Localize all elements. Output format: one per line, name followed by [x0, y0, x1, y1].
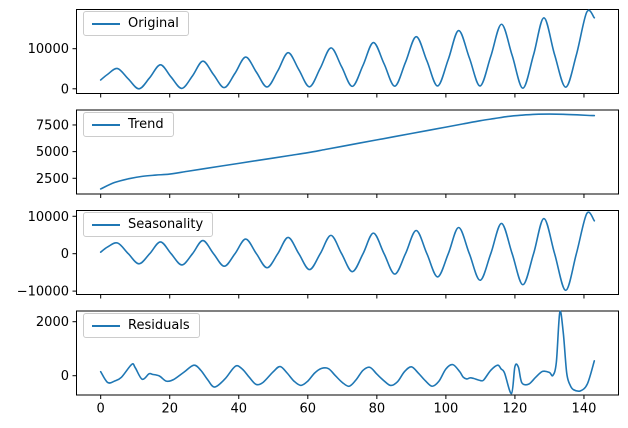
legend-label: Trend	[128, 117, 164, 132]
legend-label: Seasonality	[128, 217, 204, 232]
series-line-residuals	[99, 310, 596, 395]
x-tick-label: 0	[97, 402, 105, 417]
x-tick-label: 100	[433, 402, 458, 417]
x-tick-label: 140	[572, 402, 597, 417]
x-tick-label: 60	[300, 402, 317, 417]
series-line-trend	[99, 113, 596, 190]
x-tick-label: 40	[230, 402, 247, 417]
legend-line-sample	[92, 22, 120, 25]
y-tick-label: −10000	[17, 285, 69, 300]
legend-label: Original	[128, 16, 179, 31]
legend-line-sample	[92, 324, 120, 327]
series-line-seasonality	[99, 211, 596, 292]
y-tick-label: 0	[61, 369, 69, 384]
y-tick-label: 2500	[36, 172, 69, 187]
legend-seasonality: Seasonality	[83, 212, 214, 237]
legend-line-sample	[92, 223, 120, 226]
legend-trend: Trend	[83, 112, 174, 137]
legend-residuals: Residuals	[83, 313, 200, 338]
x-tick-label: 120	[503, 402, 528, 417]
axes-spines	[76, 109, 619, 195]
legend-original: Original	[83, 11, 189, 36]
y-tick-label: 7500	[36, 118, 69, 133]
axes-spines	[76, 310, 619, 396]
axes-spines	[76, 9, 619, 94]
legend-label: Residuals	[128, 318, 190, 333]
y-tick-label: 2000	[36, 315, 69, 330]
y-tick-label: 10000	[28, 210, 69, 225]
axes-spines	[76, 210, 619, 295]
y-tick-label: 5000	[36, 145, 69, 160]
y-tick-label: 10000	[28, 42, 69, 57]
y-tick-label: 0	[61, 247, 69, 262]
x-tick-label: 80	[369, 402, 386, 417]
x-tick-label: 20	[161, 402, 178, 417]
y-tick-label: 0	[61, 82, 69, 97]
legend-line-sample	[92, 123, 120, 126]
series-line-original	[99, 9, 596, 90]
